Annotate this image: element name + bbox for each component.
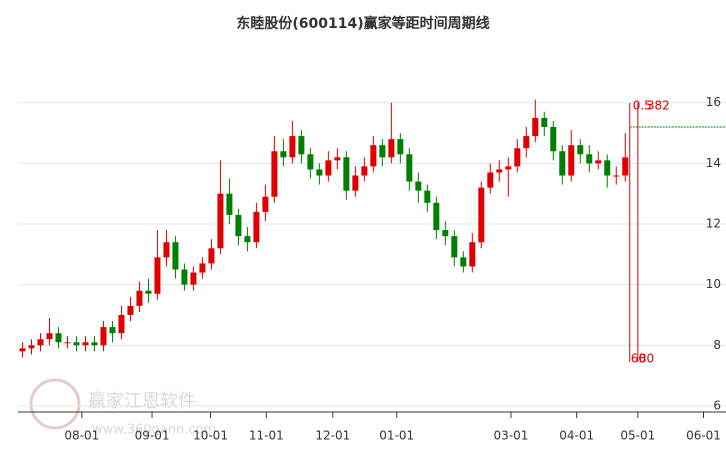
candle-body: [280, 151, 287, 158]
y-tick-label: 14: [706, 156, 721, 170]
x-tick-label: 01-01: [379, 429, 414, 443]
candle-body: [226, 193, 233, 215]
candle-body: [316, 169, 323, 176]
x-tick-label: 06-01: [686, 429, 721, 443]
candle-body: [82, 342, 89, 346]
y-tick-label: 8: [713, 338, 721, 352]
candle-body: [442, 230, 449, 237]
candle-body: [361, 166, 368, 176]
candle-body: [64, 342, 71, 344]
x-tick-label: 04-01: [559, 429, 594, 443]
candle-body: [568, 145, 575, 176]
candle-body: [415, 181, 422, 191]
candle-body: [505, 166, 512, 170]
y-tick-label: 10: [706, 277, 721, 291]
candle-body: [460, 257, 467, 267]
candle-body: [325, 160, 332, 176]
candle-body: [190, 272, 197, 285]
candle-body: [370, 145, 377, 167]
candle-body: [496, 169, 503, 173]
candle-body: [334, 157, 341, 161]
candle-body: [613, 175, 620, 177]
candle-body: [433, 202, 440, 231]
candle-body: [118, 314, 125, 334]
candle-body: [55, 333, 62, 343]
candle-body: [622, 157, 629, 176]
candle-body: [604, 160, 611, 176]
candle-body: [424, 190, 431, 203]
y-tick-label: 6: [713, 398, 721, 412]
watermark-url: www.360gann.com: [92, 423, 216, 438]
x-tick-label: 08-01: [64, 429, 99, 443]
candle-body: [91, 342, 98, 346]
candle-body: [262, 196, 269, 212]
cycle-bottom-label: 60: [631, 352, 646, 366]
y-tick-label: 16: [706, 95, 721, 109]
candle-body: [559, 151, 566, 176]
candle-body: [19, 348, 26, 352]
candle-body: [37, 339, 44, 346]
candle-body: [352, 175, 359, 191]
x-tick-label: 05-01: [620, 429, 655, 443]
candle-body: [298, 136, 305, 155]
candle-body: [406, 154, 413, 182]
x-tick-label: 09-01: [135, 429, 170, 443]
candle-body: [487, 172, 494, 188]
candle-body: [145, 290, 152, 294]
x-tick-label: 10-01: [193, 429, 228, 443]
candle-body: [217, 193, 224, 249]
x-tick-label: 11-01: [249, 429, 284, 443]
candle-body: [235, 214, 242, 237]
candle-body: [478, 187, 485, 243]
watermark-text: 赢家江恩软件: [88, 390, 196, 412]
candle-body: [388, 139, 395, 158]
candle-body: [307, 154, 314, 170]
candle-body: [271, 151, 278, 197]
candle-body: [127, 305, 134, 315]
candle-body: [28, 345, 35, 349]
candle-body: [154, 257, 161, 294]
cycle-bottom-label: 80: [639, 352, 654, 366]
candle-body: [523, 136, 530, 149]
candle-body: [577, 145, 584, 155]
candle-body: [397, 139, 404, 155]
candle-body: [253, 211, 260, 243]
candle-body: [46, 333, 53, 340]
candle-body: [343, 157, 350, 191]
candle-body: [100, 327, 107, 346]
y-tick-label: 12: [706, 217, 721, 231]
candle-body: [550, 126, 557, 152]
watermark-logo: [29, 378, 81, 430]
candle-body: [163, 242, 170, 258]
candle-body: [199, 263, 206, 273]
candle-body: [136, 290, 143, 306]
candle-body: [469, 242, 476, 267]
candle-body: [244, 236, 251, 243]
candle-body: [595, 160, 602, 164]
candle-body: [514, 148, 521, 167]
cycle-top-label: 382: [647, 99, 670, 113]
candle-body: [208, 248, 215, 264]
candle-body: [541, 117, 548, 127]
candle-body: [586, 154, 593, 164]
candle-body: [181, 269, 188, 285]
x-tick-label: 12-01: [315, 429, 350, 443]
x-tick-label: 03-01: [494, 429, 529, 443]
candle-body: [172, 242, 179, 270]
candle-body: [109, 327, 116, 334]
candle-body: [73, 342, 80, 346]
candle-body: [379, 145, 386, 158]
candle-body: [532, 117, 539, 137]
candle-body: [451, 236, 458, 258]
candle-body: [289, 136, 296, 158]
watermark: 赢家江恩软件 www.360gann.com: [29, 378, 216, 438]
chart-title: 东睦股份(600114)赢家等距时间周期线: [236, 15, 489, 32]
